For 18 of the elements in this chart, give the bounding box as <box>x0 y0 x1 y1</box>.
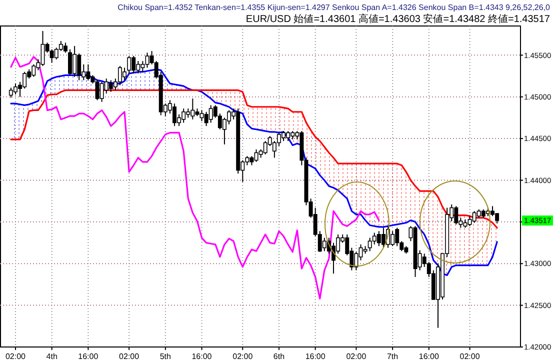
x-tick-label: 16:00 <box>192 352 212 361</box>
x-tick-label: 4th <box>46 352 58 361</box>
x-tick-label: 16:00 <box>78 352 99 361</box>
x-tick-label: 5th <box>160 352 171 361</box>
x-tick-label: 7th <box>386 352 398 361</box>
x-tick-label: 02:00 <box>5 352 26 361</box>
x-tick-label: 02:00 <box>232 352 254 361</box>
x-tick-label: 6th <box>273 352 285 361</box>
candlestick <box>63 42 68 54</box>
line-series <box>10 56 380 300</box>
chart-title: Chikou Span=1.4352 Tenkan-sen=1.4355 Kijun-sen=1.4297 Senkou Span A=1.4326 Senkou Span B=1.4343 9,26,52,26,0 <box>118 3 551 12</box>
x-tick-label: 02:00 <box>119 352 140 361</box>
chart-subtitle: EUR/USD 始値=1.43601 高値=1.43603 安値=1.43482 終値=1.43517 <box>246 13 550 25</box>
x-tick-label: 16:00 <box>418 352 440 361</box>
candlestick <box>127 56 132 74</box>
x-tick-label: 02:00 <box>346 352 367 361</box>
x-tick-label: 02:00 <box>460 352 480 361</box>
x-tick-label: 16:00 <box>305 352 326 361</box>
